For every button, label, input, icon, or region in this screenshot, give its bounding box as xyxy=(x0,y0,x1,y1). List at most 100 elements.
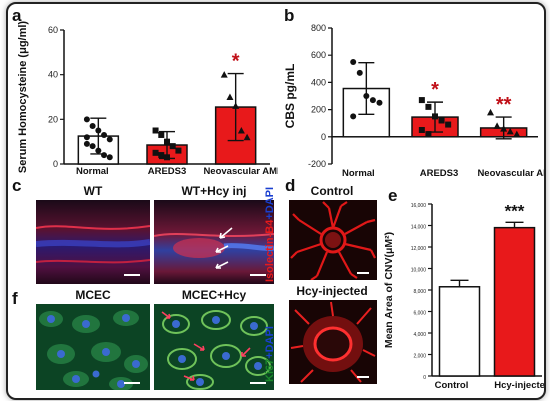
data-point xyxy=(169,143,176,150)
y-tick-label: 16,000 xyxy=(411,203,427,209)
y-tick-label: 40 xyxy=(48,70,58,80)
chart-a: 0 20 40 60 Serum Homocysteine (μg/ml) Normal A… xyxy=(17,21,278,177)
data-point xyxy=(425,131,432,138)
c-stain-label: Isolectin-B4+DAPI xyxy=(264,187,276,282)
data-point xyxy=(356,69,363,76)
panel-label-f: f xyxy=(12,289,18,308)
panel-label-d: d xyxy=(285,176,296,195)
micrograph-d-hcy xyxy=(289,300,377,384)
y-tick-label: 4,000 xyxy=(413,332,426,338)
f-stain-dapi: +DAPI xyxy=(264,326,276,359)
data-point xyxy=(226,93,234,100)
data-point xyxy=(376,99,383,106)
data-point xyxy=(487,108,495,116)
panel-label-e: e xyxy=(388,186,398,205)
significance-mark: * xyxy=(431,79,439,101)
data-point xyxy=(445,121,452,128)
category-label: Normal xyxy=(76,166,109,177)
bar xyxy=(493,226,536,377)
f-right-title: MCEC+Hcy xyxy=(181,288,247,302)
y-tick-label: 400 xyxy=(311,77,326,87)
y-axis-label: CBS pg/mL xyxy=(283,64,297,129)
c-stain-dapi: +DAPI xyxy=(264,186,276,220)
micrograph-d-control xyxy=(289,200,377,280)
y-tick-label: 800 xyxy=(311,23,326,33)
data-point xyxy=(83,116,90,123)
data-point xyxy=(95,147,102,154)
chart-e: 0 2,000 4,000 6,000 8,000 10,000 12,000 14,000 1… xyxy=(383,201,544,391)
data-point xyxy=(350,59,357,65)
data-point xyxy=(425,103,432,110)
data-point xyxy=(83,134,90,141)
d-top-title: Control xyxy=(310,184,354,198)
y-tick-label: 2,000 xyxy=(413,354,426,360)
data-point xyxy=(89,123,96,130)
significance-mark: * xyxy=(232,51,240,73)
y-tick-label: 10,000 xyxy=(411,268,427,274)
c-stain-isolectin: Isolectin-B4 xyxy=(264,219,276,282)
micrograph-c-hcy xyxy=(154,200,274,284)
y-tick-label: 12,000 xyxy=(411,246,427,252)
data-point xyxy=(418,97,425,104)
data-point xyxy=(438,117,445,124)
significance-mark: ** xyxy=(496,94,512,116)
data-point xyxy=(152,127,159,134)
y-tick-label: 14,000 xyxy=(411,225,427,231)
y-tick-label: 0 xyxy=(423,375,426,381)
y-tick-label: 60 xyxy=(48,25,58,35)
category-label: Control xyxy=(435,380,469,391)
micrograph-f-mcec xyxy=(36,304,150,390)
data-point xyxy=(432,113,438,120)
data-point xyxy=(363,93,370,99)
data-point xyxy=(83,140,90,147)
y-tick-label: 8,000 xyxy=(413,289,426,295)
data-point xyxy=(350,113,357,120)
category-label: AREDS3 xyxy=(420,168,459,179)
data-point xyxy=(106,136,113,143)
data-point xyxy=(500,125,508,132)
data-point xyxy=(232,102,240,109)
data-point xyxy=(175,147,182,154)
f-stain-ki67: Ki67 xyxy=(264,358,276,382)
data-point xyxy=(152,149,159,156)
y-tick-label: -200 xyxy=(308,159,326,169)
data-point xyxy=(237,127,245,134)
micrograph-c-wt xyxy=(36,200,150,284)
figure-frame: a b c d e f 0 20 40 60 Serum Homocysteine (μ… xyxy=(6,2,546,400)
data-point xyxy=(101,152,108,159)
y-tick-label: 0 xyxy=(321,132,326,142)
category-label: Neovascular AMD xyxy=(477,168,544,179)
category-label: Neovascular AMD xyxy=(203,166,278,177)
panel-label-b: b xyxy=(284,6,295,25)
micrograph-f-hcy xyxy=(154,304,274,390)
data-point xyxy=(89,143,96,150)
data-point xyxy=(243,133,251,141)
data-point xyxy=(513,130,521,138)
f-left-title: MCEC xyxy=(75,288,111,302)
panel-label-a: a xyxy=(12,6,22,25)
y-tick-label: 0 xyxy=(53,159,58,169)
data-point xyxy=(220,71,228,78)
category-label: Normal xyxy=(342,168,375,179)
y-tick-label: 6,000 xyxy=(413,311,426,317)
d-bottom-title: Hcy-injected xyxy=(296,284,368,298)
data-point xyxy=(158,131,165,138)
data-point xyxy=(101,131,108,138)
category-label: AREDS3 xyxy=(148,166,187,177)
bar xyxy=(438,286,481,377)
data-point xyxy=(506,127,514,135)
y-tick-label: 600 xyxy=(311,50,326,60)
c-left-title: WT xyxy=(83,184,103,198)
data-point xyxy=(369,97,376,104)
chart-b: -200 0 200 400 600 800 CBS pg/mL Normal * AREDS3 *… xyxy=(283,23,544,179)
y-axis-label: Mean Area of CNV(μM²) xyxy=(383,232,395,348)
data-point xyxy=(106,154,113,161)
y-tick-label: 200 xyxy=(311,105,326,115)
data-point xyxy=(95,127,102,134)
significance-mark: *** xyxy=(505,201,525,220)
data-point xyxy=(418,127,425,133)
category-label: Hcy-injected xyxy=(494,380,544,391)
data-point xyxy=(158,152,165,159)
data-point xyxy=(493,122,501,129)
y-axis-label: Serum Homocysteine (μg/ml) xyxy=(17,21,29,174)
